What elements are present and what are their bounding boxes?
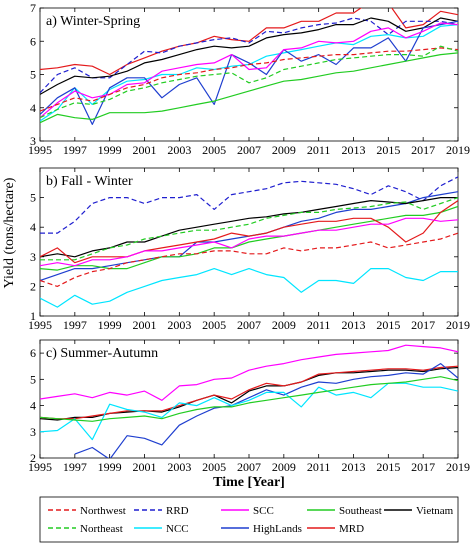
series-line-southeast	[40, 205, 458, 271]
x-axis-label: Time [Year]	[213, 475, 285, 490]
x-tick-label: 2011	[307, 460, 331, 474]
y-tick-label: 4	[30, 399, 36, 413]
x-tick-label: 2005	[202, 318, 226, 332]
x-tick-label: 2007	[237, 460, 261, 474]
series-line-vietnam	[40, 197, 458, 258]
x-tick-label: 2019	[446, 318, 470, 332]
x-tick-label: 1999	[98, 318, 122, 332]
y-tick-label: 5	[30, 372, 36, 386]
x-tick-label: 1999	[98, 460, 122, 474]
series-group	[40, 344, 458, 458]
series-line-southeast	[40, 376, 458, 422]
x-tick-label: 1995	[28, 460, 52, 474]
y-tick-label: 5	[30, 68, 36, 82]
x-tick-label: 2013	[342, 318, 366, 332]
series-line-northwest	[40, 232, 458, 287]
series-line-northeast	[40, 197, 458, 261]
series-line-ncc	[40, 268, 458, 308]
x-tick-label: 2009	[272, 143, 296, 157]
x-tick-label: 2001	[133, 460, 157, 474]
y-tick-label: 2	[30, 279, 36, 293]
x-tick-label: 1999	[98, 143, 122, 157]
series-line-mrd	[40, 365, 458, 420]
x-tick-label: 2005	[202, 460, 226, 474]
legend-label: HighLands	[253, 523, 302, 535]
legend: Northwest RRD SCC Southeast Vietnam Northeast…	[39, 496, 459, 543]
series-line-highlands	[74, 363, 458, 458]
x-tick-label: 2017	[411, 460, 435, 474]
x-tick-label: 2015	[376, 460, 400, 474]
series-line-vietnam	[40, 366, 458, 421]
x-tick-label: 1997	[63, 460, 87, 474]
y-axis-label: Yield (tons/hectare)	[2, 177, 17, 288]
panel-2: 1995 1997 1999 2001 2003 2005 2007 2009 2011 2013…	[28, 167, 470, 332]
x-tick-label: 2019	[446, 460, 470, 474]
y-tick-label: 4	[30, 220, 36, 234]
x-tick-label: 2017	[411, 143, 435, 157]
x-tick-label: 2009	[272, 460, 296, 474]
x-tick-label: 2005	[202, 143, 226, 157]
y-tick-label: 5	[30, 191, 36, 205]
series-line-scc	[40, 344, 458, 401]
series-line-rrd	[40, 17, 458, 94]
legend-label: MRD	[339, 523, 364, 535]
series-line-northeast	[40, 45, 458, 119]
x-tick-label: 1995	[28, 143, 52, 157]
x-tick-label: 2015	[376, 143, 400, 157]
x-tick-label: 2003	[167, 460, 191, 474]
y-tick-label: 7	[30, 1, 36, 15]
y-tick-label: 3	[30, 250, 36, 264]
x-tick-label: 2007	[237, 143, 261, 157]
series-line-scc	[40, 217, 458, 267]
series-group	[40, 176, 458, 308]
x-tick-label: 2013	[342, 460, 366, 474]
series-line-ncc	[40, 24, 458, 122]
legend-label: Northeast	[80, 523, 123, 535]
x-tick-label: 1997	[63, 318, 87, 332]
series-line-northwest	[40, 47, 458, 112]
x-tick-label: 2015	[376, 318, 400, 332]
y-tick-label: 6	[30, 34, 36, 48]
legend-label: Northwest	[80, 505, 126, 517]
x-tick-label: 2001	[133, 143, 157, 157]
x-tick-label: 2009	[272, 318, 296, 332]
panel-title: b) Fall - Winter	[46, 174, 133, 189]
x-tick-label: 1997	[63, 143, 87, 157]
y-tick-label: 6	[30, 346, 36, 360]
panel-1: 1995 1997 1999 2001 2003 2005 2007 2009 2011 2013…	[28, 1, 470, 157]
panel-title: a) Winter-Spring	[46, 14, 140, 29]
x-tick-label: 2011	[307, 318, 331, 332]
y-tick-label: 1	[30, 309, 36, 323]
x-tick-label: 2011	[307, 143, 331, 157]
series-line-vietnam	[40, 17, 458, 95]
x-tick-label: 1995	[28, 318, 52, 332]
x-tick-label: 2017	[411, 318, 435, 332]
y-tick-label: 2	[30, 451, 36, 465]
legend-label: RRD	[166, 505, 189, 517]
legend-label: Vietnam	[416, 505, 454, 517]
x-tick-label: 2007	[237, 318, 261, 332]
legend-label: SCC	[253, 505, 274, 517]
series-line-rrd	[40, 176, 458, 234]
x-tick-label: 2003	[167, 143, 191, 157]
series-group	[40, 8, 458, 126]
x-tick-label: 2003	[167, 318, 191, 332]
series-line-highlands	[40, 20, 458, 126]
legend-label: Southeast	[339, 505, 382, 517]
series-line-southeast	[40, 52, 458, 124]
y-tick-label: 3	[30, 425, 36, 439]
panel-3: 1995 1997 1999 2001 2003 2005 2007 2009 2011 2013…	[28, 339, 470, 474]
y-tick-label: 3	[30, 134, 36, 148]
panel-title: c) Summer-Autumn	[46, 346, 158, 361]
x-tick-label: 2013	[342, 143, 366, 157]
legend-box	[39, 496, 459, 543]
series-line-mrd	[40, 200, 458, 264]
x-tick-label: 2001	[133, 318, 157, 332]
x-tick-label: 2019	[446, 143, 470, 157]
y-tick-label: 4	[30, 101, 36, 115]
legend-label: NCC	[166, 523, 189, 535]
series-line-mrd	[40, 8, 458, 76]
